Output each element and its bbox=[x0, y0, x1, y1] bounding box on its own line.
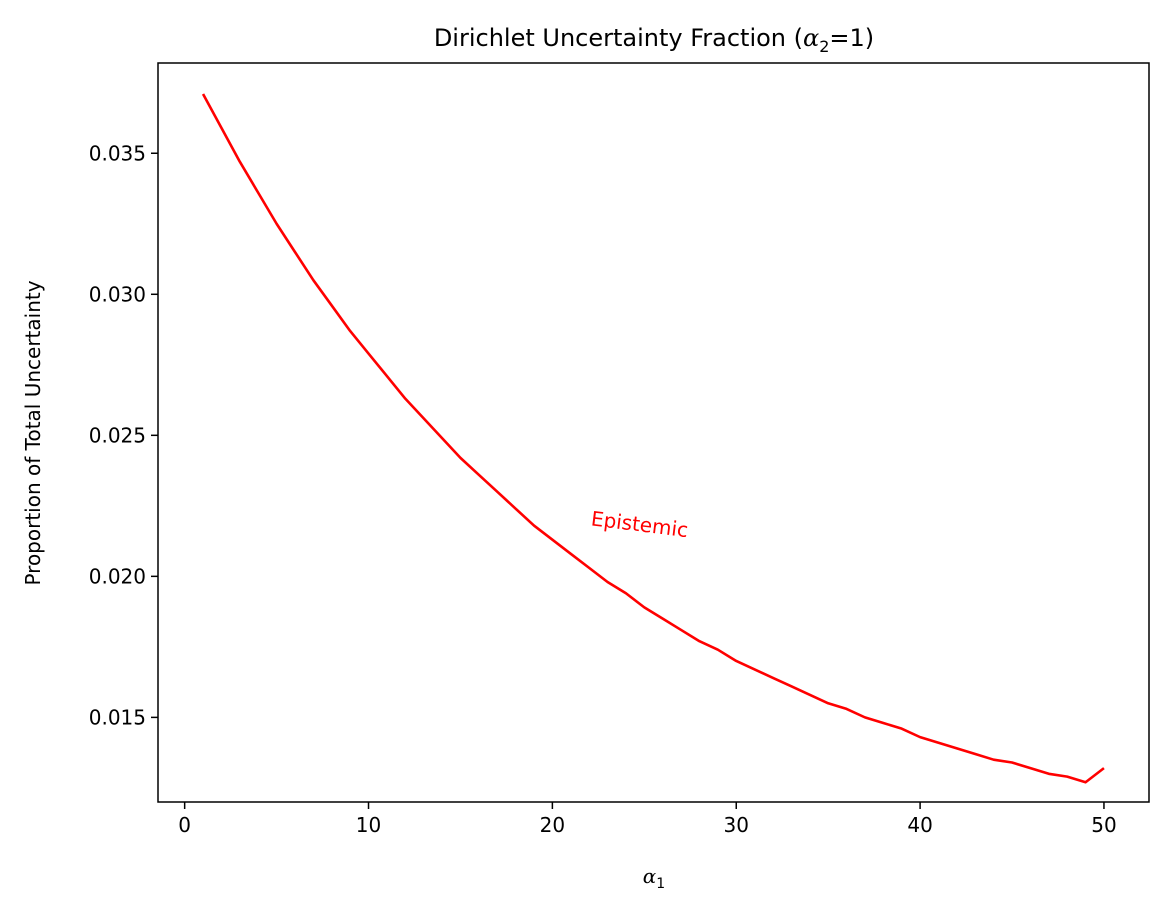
x-axis-label: α1 bbox=[643, 864, 665, 892]
y-tick-label: 0.015 bbox=[89, 705, 146, 729]
y-tick-label: 0.025 bbox=[89, 423, 146, 447]
chart-title-prefix: Dirichlet Uncertainty Fraction ( bbox=[434, 24, 803, 52]
x-axis-ticks: 0 10 20 30 40 50 bbox=[178, 802, 1117, 837]
x-tick-label: 40 bbox=[907, 813, 932, 837]
chart-title: Dirichlet Uncertainty Fraction (α2=1) bbox=[434, 24, 874, 56]
x-tick-label: 10 bbox=[356, 813, 381, 837]
y-tick-label: 0.035 bbox=[89, 141, 146, 165]
series-line-0 bbox=[201, 93, 1105, 784]
chart-title-suffix: =1) bbox=[829, 24, 874, 52]
annotation-label: Epistemic bbox=[590, 506, 690, 542]
y-axis-ticks: 0.015 0.020 0.025 0.030 0.035 bbox=[89, 141, 158, 729]
y-tick-label: 0.020 bbox=[89, 564, 146, 588]
chart-title-subscript: 2 bbox=[819, 37, 829, 56]
x-axis-label-symbol: α bbox=[643, 864, 657, 888]
series-group bbox=[201, 93, 1105, 784]
y-tick-label: 0.030 bbox=[89, 282, 146, 306]
x-tick-label: 0 bbox=[178, 813, 191, 837]
annotation-group: Epistemic bbox=[590, 506, 690, 542]
x-tick-label: 30 bbox=[724, 813, 749, 837]
x-tick-label: 20 bbox=[540, 813, 565, 837]
x-axis-label-subscript: 1 bbox=[656, 876, 665, 892]
y-axis-label: Proportion of Total Uncertainty bbox=[21, 280, 45, 585]
x-tick-label: 50 bbox=[1091, 813, 1116, 837]
chart-title-symbol: α bbox=[803, 24, 819, 52]
plot-area bbox=[157, 62, 1150, 803]
